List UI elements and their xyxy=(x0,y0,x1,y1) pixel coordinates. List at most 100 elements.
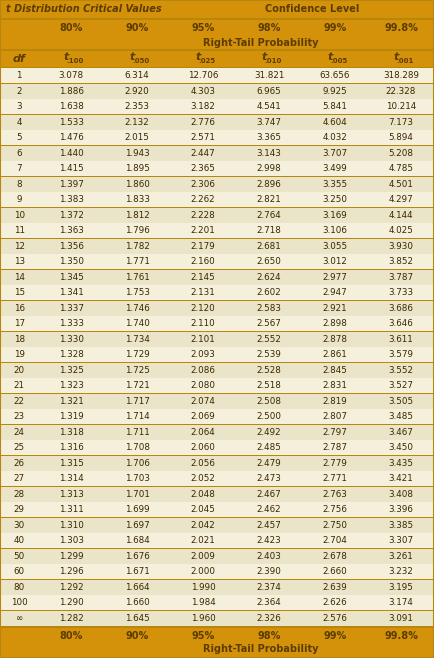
Bar xyxy=(0,440,434,455)
Text: 99%: 99% xyxy=(323,631,347,642)
Text: 1.721: 1.721 xyxy=(125,381,150,390)
Text: 7: 7 xyxy=(16,164,22,173)
Text: 1.282: 1.282 xyxy=(59,614,84,622)
Bar xyxy=(0,67,434,68)
Text: 2.132: 2.132 xyxy=(125,118,150,127)
Text: 2.500: 2.500 xyxy=(256,413,282,421)
Text: 98%: 98% xyxy=(257,23,281,33)
Text: 1.725: 1.725 xyxy=(125,366,150,375)
Text: 2.821: 2.821 xyxy=(256,195,282,204)
Text: 3.646: 3.646 xyxy=(388,319,414,328)
Text: 40: 40 xyxy=(13,536,25,545)
Text: 63.656: 63.656 xyxy=(320,71,350,80)
Text: 2.009: 2.009 xyxy=(191,552,216,561)
Text: 2.861: 2.861 xyxy=(322,350,348,359)
Text: 2.048: 2.048 xyxy=(191,490,216,499)
Text: 2.508: 2.508 xyxy=(256,397,282,406)
Text: 3.450: 3.450 xyxy=(388,443,414,452)
Text: 20: 20 xyxy=(13,366,25,375)
Text: 1.296: 1.296 xyxy=(59,567,83,576)
Text: 2.947: 2.947 xyxy=(322,288,348,297)
Text: 3.707: 3.707 xyxy=(322,149,348,158)
Text: 2.639: 2.639 xyxy=(322,583,348,592)
Text: 3.365: 3.365 xyxy=(256,134,282,142)
Text: 2.787: 2.787 xyxy=(322,443,348,452)
Text: 1.740: 1.740 xyxy=(125,319,150,328)
Text: 2.000: 2.000 xyxy=(191,567,216,576)
Text: 1.323: 1.323 xyxy=(59,381,84,390)
Text: 3.261: 3.261 xyxy=(388,552,414,561)
Bar xyxy=(0,332,434,347)
Text: 1.664: 1.664 xyxy=(125,583,149,592)
Text: 3.747: 3.747 xyxy=(256,118,282,127)
Text: 15: 15 xyxy=(13,288,25,297)
Text: 90%: 90% xyxy=(125,631,149,642)
Text: 1.330: 1.330 xyxy=(59,335,84,343)
Text: 4.144: 4.144 xyxy=(389,211,413,220)
Bar xyxy=(0,145,434,161)
Text: 1.703: 1.703 xyxy=(125,474,150,483)
Text: 2.403: 2.403 xyxy=(256,552,282,561)
Text: 1.660: 1.660 xyxy=(125,598,150,607)
Text: 3.499: 3.499 xyxy=(322,164,348,173)
Text: 2.467: 2.467 xyxy=(256,490,282,499)
Text: 1.311: 1.311 xyxy=(59,505,84,515)
Text: .010: .010 xyxy=(264,58,282,64)
Bar xyxy=(0,471,434,486)
Bar xyxy=(0,176,434,192)
Text: 2.145: 2.145 xyxy=(191,273,216,282)
Bar xyxy=(0,18,434,20)
Text: 8: 8 xyxy=(16,180,22,189)
Text: 2.080: 2.080 xyxy=(191,381,216,390)
Text: 3.686: 3.686 xyxy=(388,304,414,313)
Text: 1.746: 1.746 xyxy=(125,304,150,313)
Text: 2.779: 2.779 xyxy=(322,459,348,468)
Text: 2.571: 2.571 xyxy=(191,134,216,142)
Bar xyxy=(0,68,434,84)
Text: 2.771: 2.771 xyxy=(322,474,348,483)
Text: 2.898: 2.898 xyxy=(322,319,348,328)
Text: 3.012: 3.012 xyxy=(322,257,348,266)
Text: 99.8%: 99.8% xyxy=(384,23,418,33)
Text: 50: 50 xyxy=(13,552,25,561)
Bar xyxy=(0,285,434,301)
Text: 1.292: 1.292 xyxy=(59,583,83,592)
Text: 1.729: 1.729 xyxy=(125,350,150,359)
Text: 1.943: 1.943 xyxy=(125,149,150,158)
Text: 1.337: 1.337 xyxy=(59,304,84,313)
Text: 1.771: 1.771 xyxy=(125,257,150,266)
Text: 2.074: 2.074 xyxy=(191,397,216,406)
Text: 2.678: 2.678 xyxy=(322,552,348,561)
Text: 1.706: 1.706 xyxy=(125,459,150,468)
Text: 6.314: 6.314 xyxy=(125,71,150,80)
Text: 2.977: 2.977 xyxy=(322,273,348,282)
Text: 1.697: 1.697 xyxy=(125,520,150,530)
Text: 2.120: 2.120 xyxy=(191,304,216,313)
Text: 4.785: 4.785 xyxy=(388,164,414,173)
Bar xyxy=(0,270,434,285)
Bar xyxy=(0,238,434,254)
Text: 2.528: 2.528 xyxy=(256,366,282,375)
Text: 2.763: 2.763 xyxy=(322,490,348,499)
Text: 2.056: 2.056 xyxy=(191,459,216,468)
Text: 1.345: 1.345 xyxy=(59,273,84,282)
Text: 1.372: 1.372 xyxy=(59,211,84,220)
Text: 2.473: 2.473 xyxy=(256,474,282,483)
Text: 1.796: 1.796 xyxy=(125,226,150,236)
Text: 2.374: 2.374 xyxy=(256,583,282,592)
Bar xyxy=(0,502,434,517)
Text: 3.232: 3.232 xyxy=(388,567,414,576)
Text: 1.350: 1.350 xyxy=(59,257,84,266)
Text: 3.195: 3.195 xyxy=(388,583,414,592)
Text: 1: 1 xyxy=(16,71,22,80)
Bar xyxy=(0,130,434,145)
Text: 1.299: 1.299 xyxy=(59,552,83,561)
Text: 28: 28 xyxy=(13,490,25,499)
Text: 3.307: 3.307 xyxy=(388,536,414,545)
Text: 2.160: 2.160 xyxy=(191,257,216,266)
Text: 19: 19 xyxy=(13,350,25,359)
Bar xyxy=(0,363,434,378)
Text: 2.624: 2.624 xyxy=(257,273,281,282)
Text: 1.714: 1.714 xyxy=(125,413,150,421)
Bar xyxy=(0,564,434,580)
